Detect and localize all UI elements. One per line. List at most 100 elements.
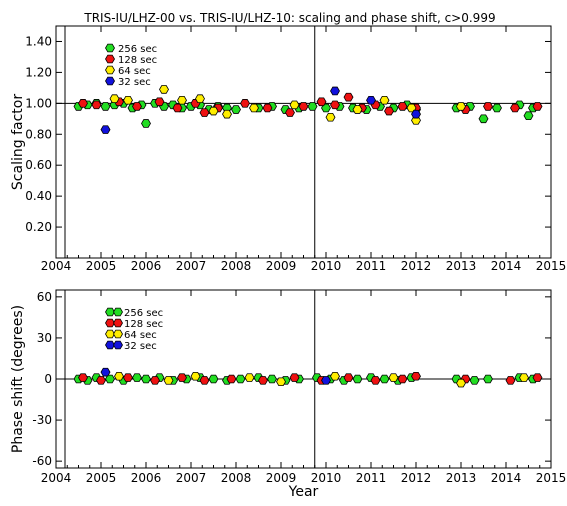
data-point-64s [110, 95, 119, 103]
data-point-128s [92, 101, 101, 109]
legend-label-128: 128 sec [124, 319, 163, 330]
legend-marker-32-b [114, 341, 123, 349]
data-point-64s [191, 372, 200, 380]
y-tick-label: 1.00 [25, 96, 52, 110]
data-point-128s [173, 104, 182, 112]
data-point-128s [259, 376, 268, 384]
data-point-128s [241, 99, 250, 107]
data-point-128s [484, 103, 493, 111]
x-tick-label: 2004 [41, 259, 72, 273]
data-point-64s [290, 101, 299, 109]
data-point-128s [79, 99, 88, 107]
data-point-256s [479, 115, 488, 123]
data-point-128s [155, 98, 164, 106]
data-point-256s [470, 376, 479, 384]
y-tick-label: -30 [32, 413, 52, 427]
data-point-128s [79, 374, 88, 382]
data-point-256s [268, 375, 277, 383]
data-point-256s [133, 374, 142, 382]
data-point-64s [457, 103, 466, 111]
legend-marker-64-b [114, 330, 123, 338]
data-point-32s [412, 110, 421, 118]
y-tick-label: 1.40 [25, 34, 52, 48]
data-point-32s [331, 87, 340, 95]
legend-label-256: 256 sec [124, 308, 163, 319]
data-point-128s [263, 104, 272, 112]
data-point-128s [133, 103, 142, 111]
y-tick-label: 0.60 [25, 158, 52, 172]
x-tick-label: 2007 [176, 259, 207, 273]
phase-shift-chart: 2004 2005 2006 2007 2008 2009 2010 2011 2012 2013… [10, 290, 566, 500]
x-tick-label: 2006 [131, 471, 162, 485]
data-point-128s [344, 374, 353, 382]
data-point-256s [232, 106, 241, 114]
data-point-64s [457, 379, 466, 387]
x-tick-label: 2015 [536, 259, 567, 273]
data-point-128s [533, 374, 542, 382]
data-point-128s [290, 374, 299, 382]
data-point-256s [209, 375, 218, 383]
x-tick-label: 2011 [356, 259, 387, 273]
data-point-128s [299, 103, 308, 111]
x-tick-label: 2011 [356, 471, 387, 485]
legend-label-32: 32 sec [124, 341, 157, 352]
x-tick-label: 2014 [491, 259, 522, 273]
legend-label-64: 64 sec [124, 330, 157, 341]
x-tick-label: 2012 [401, 471, 432, 485]
data-point-256s [142, 120, 151, 128]
data-point-128s [344, 93, 353, 101]
x-tick-label: 2015 [536, 471, 567, 485]
data-point-128s [200, 109, 209, 117]
data-point-256s [484, 375, 493, 383]
x-tick-label: 2007 [176, 471, 207, 485]
legend-label-64: 64 sec [118, 66, 151, 77]
data-point-128s [371, 376, 380, 384]
data-point-64s [250, 104, 259, 112]
data-point-128s [533, 103, 542, 111]
data-point-32s [101, 126, 110, 134]
data-point-32s [101, 368, 110, 376]
data-point-128s [286, 109, 295, 117]
data-point-64s [209, 107, 218, 115]
x-tick-label: 2006 [131, 259, 162, 273]
scaling-factor-chart: 2004 2005 2006 2007 2008 2009 2010 2011 2012 2013… [10, 26, 566, 273]
x-tick-label: 2005 [86, 471, 117, 485]
x-tick-label: 2010 [311, 259, 342, 273]
data-point-256s [493, 104, 502, 112]
data-point-128s [385, 107, 394, 115]
chart-title: TRIS-IU/LHZ-00 vs. TRIS-IU/LHZ-10: scali… [83, 11, 495, 25]
x-tick-label: 2013 [446, 471, 477, 485]
data-point-64s [331, 372, 340, 380]
legend-label-128: 128 sec [118, 55, 157, 66]
data-point-64s [353, 106, 362, 114]
data-point-128s [124, 374, 133, 382]
x-tick-label: 2008 [221, 471, 252, 485]
data-point-64s [164, 376, 173, 384]
y-tick-label: 30 [37, 331, 52, 345]
legend-marker-256-b [114, 308, 123, 316]
data-point-32s [367, 96, 376, 104]
data-point-128s [506, 376, 515, 384]
x-tick-label: 2010 [311, 471, 342, 485]
legend-label-256: 256 sec [118, 44, 157, 55]
data-point-128s [331, 101, 340, 109]
data-point-256s [353, 375, 362, 383]
data-point-128s [317, 98, 326, 106]
data-point-128s [178, 374, 187, 382]
y-tick-label: 1.20 [25, 65, 52, 79]
x-tick-label: 2005 [86, 259, 117, 273]
data-point-256s [142, 375, 151, 383]
data-point-64s [160, 86, 169, 94]
y-tick-label: 0.80 [25, 127, 52, 141]
data-point-128s [97, 376, 106, 384]
data-point-64s [223, 110, 232, 118]
data-point-256s [308, 103, 317, 111]
y-axis-label: Phase shift (degrees) [10, 305, 26, 453]
data-point-128s [412, 372, 421, 380]
y-tick-label: 0.20 [25, 220, 52, 234]
data-point-32s [322, 376, 331, 384]
y-axis-label: Scaling factor [10, 94, 26, 190]
data-point-64s [389, 374, 398, 382]
data-point-64s [380, 96, 389, 104]
